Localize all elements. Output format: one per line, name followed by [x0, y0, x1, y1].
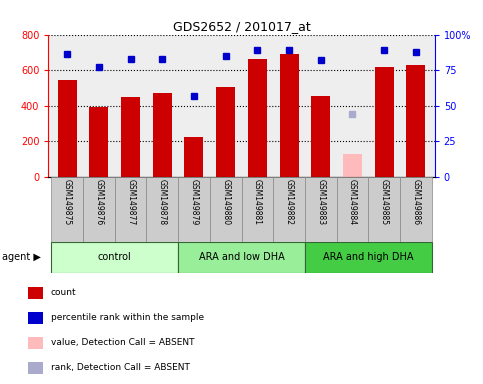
Text: control: control — [98, 252, 132, 262]
Text: GSM149881: GSM149881 — [253, 179, 262, 225]
Bar — [52, 242, 178, 273]
Text: value, Detection Call = ABSENT: value, Detection Call = ABSENT — [51, 338, 194, 347]
Bar — [28, 362, 43, 374]
Text: count: count — [51, 288, 76, 297]
Text: GSM149875: GSM149875 — [63, 179, 72, 225]
Bar — [280, 54, 298, 177]
Bar — [28, 287, 43, 299]
Bar — [121, 97, 140, 177]
Bar — [337, 177, 368, 242]
Bar — [115, 177, 146, 242]
Text: percentile rank within the sample: percentile rank within the sample — [51, 313, 204, 322]
Bar — [58, 80, 77, 177]
Bar — [400, 177, 431, 242]
Bar — [273, 177, 305, 242]
Title: GDS2652 / 201017_at: GDS2652 / 201017_at — [172, 20, 311, 33]
Bar — [374, 66, 394, 177]
Bar — [178, 177, 210, 242]
Bar — [185, 137, 203, 177]
Bar — [305, 242, 431, 273]
Text: GSM149886: GSM149886 — [411, 179, 420, 225]
Bar — [248, 58, 267, 177]
Bar — [146, 177, 178, 242]
Text: GSM149877: GSM149877 — [126, 179, 135, 225]
Bar — [89, 108, 109, 177]
Text: agent ▶: agent ▶ — [2, 252, 41, 262]
Text: GSM149880: GSM149880 — [221, 179, 230, 225]
Bar — [406, 65, 425, 177]
Text: ARA and high DHA: ARA and high DHA — [323, 252, 413, 262]
Bar — [343, 154, 362, 177]
Bar — [210, 177, 242, 242]
Bar — [216, 87, 235, 177]
Text: GSM149876: GSM149876 — [95, 179, 103, 225]
Text: ARA and low DHA: ARA and low DHA — [199, 252, 284, 262]
Text: GSM149878: GSM149878 — [158, 179, 167, 225]
Text: GSM149883: GSM149883 — [316, 179, 325, 225]
Text: GSM149884: GSM149884 — [348, 179, 357, 225]
Bar — [311, 96, 330, 177]
Text: rank, Detection Call = ABSENT: rank, Detection Call = ABSENT — [51, 363, 190, 372]
Bar — [368, 177, 400, 242]
Bar — [153, 93, 172, 177]
Bar — [52, 177, 83, 242]
Bar — [178, 242, 305, 273]
Bar — [28, 312, 43, 324]
Bar — [305, 177, 337, 242]
Text: GSM149879: GSM149879 — [189, 179, 199, 225]
Bar — [242, 177, 273, 242]
Bar — [83, 177, 115, 242]
Text: GSM149885: GSM149885 — [380, 179, 388, 225]
Bar — [28, 337, 43, 349]
Text: GSM149882: GSM149882 — [284, 179, 294, 225]
